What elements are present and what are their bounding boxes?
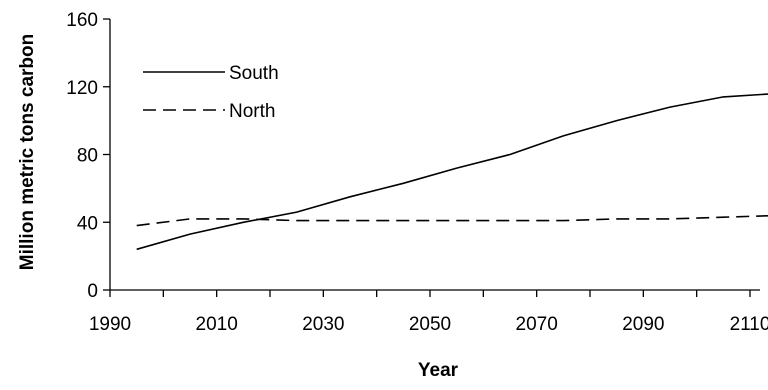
x-tick-label: 2090 — [622, 314, 664, 335]
y-tick-label: 120 — [66, 78, 98, 99]
y-tick-label: 80 — [77, 146, 98, 167]
x-tick-label: 2010 — [196, 314, 238, 335]
x-tick-label: 2030 — [302, 314, 344, 335]
x-tick-label: 2050 — [409, 314, 451, 335]
legend-label-north: North — [229, 101, 275, 122]
x-axis-title: Year — [418, 360, 459, 381]
x-tick-label: 2070 — [516, 314, 558, 335]
series-line-south — [136, 93, 768, 251]
x-tick-label: 2110 — [730, 314, 768, 335]
y-axis-title: Million metric tons carbon — [17, 34, 38, 270]
legend-label-south: South — [229, 63, 279, 84]
y-tick-label: 0 — [87, 281, 98, 302]
y-tick-label: 160 — [66, 10, 98, 31]
x-tick-label: 1990 — [89, 314, 131, 335]
y-tick-label: 40 — [77, 213, 98, 234]
series-line-north — [136, 214, 768, 227]
